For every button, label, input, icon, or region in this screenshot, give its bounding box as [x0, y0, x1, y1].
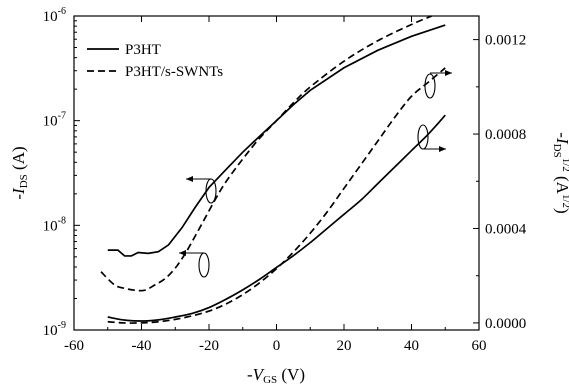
series-p3ht-left-line [107, 24, 446, 257]
y-left-tick-label: 10-6 [43, 6, 66, 25]
y-right-tick-label: 0.0004 [485, 221, 527, 237]
annotation-arrowhead-1 [186, 176, 193, 182]
y-left-tick-label: 10-9 [43, 320, 66, 339]
annotation-arrowhead-3 [445, 70, 452, 76]
y-left-axis-title: -IDS (A) [9, 146, 30, 199]
series-p3ht-right-line [107, 114, 446, 322]
annotation-ellipse-2 [198, 252, 210, 278]
x-tick-label: -20 [199, 338, 219, 354]
x-tick-label: 60 [472, 338, 487, 354]
y-left-tick-label: 10-8 [43, 215, 66, 234]
x-axis-title: -VGS (V) [247, 365, 305, 385]
legend: P3HT P3HT/s-SWNTs [87, 42, 223, 80]
y-right-tick-label: 0.0008 [485, 127, 526, 143]
annotations [179, 70, 452, 278]
x-axis-ticks: -60 -40 -20 0 20 40 60 [64, 16, 487, 354]
annotation-arrowhead-2 [179, 250, 186, 256]
y-right-tick-label: 0.0012 [485, 33, 526, 49]
x-tick-label: -40 [132, 338, 152, 354]
annotation-arrowhead-4 [439, 146, 446, 152]
annotation-ellipse-3 [424, 73, 436, 99]
x-tick-label: 40 [404, 338, 419, 354]
series-p3ht-swnts-left-line [100, 15, 433, 292]
series-layer [100, 15, 446, 324]
y-right-axis-ticks: 0.0000 0.0004 0.0008 0.0012 [473, 33, 527, 332]
y-left-tick-label: 10-7 [43, 111, 66, 130]
legend-label-p3ht-swnts: P3HT/s-SWNTs [125, 64, 223, 80]
y-right-axis-title: -IDS1/2 (A1/2) [551, 132, 569, 213]
y-right-tick-label: 0.0000 [485, 316, 526, 332]
x-tick-label: -60 [64, 338, 84, 354]
x-tick-label: 0 [273, 338, 281, 354]
legend-label-p3ht: P3HT [125, 42, 161, 58]
series-p3ht-swnts-right-line [107, 67, 446, 324]
y-left-axis-ticks: 10-9 10-8 10-7 10-6 [43, 6, 80, 339]
x-tick-label: 20 [337, 338, 352, 354]
